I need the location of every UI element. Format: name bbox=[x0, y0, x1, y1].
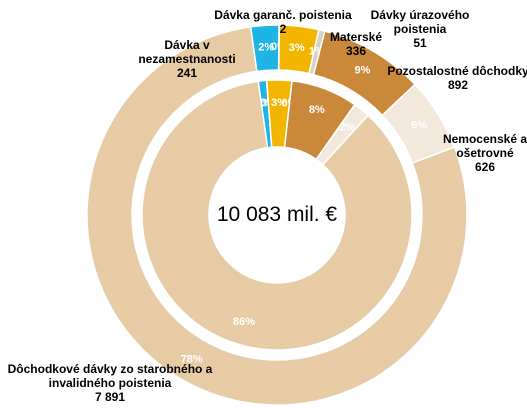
slice bbox=[86, 26, 468, 406]
percent-label: 9% bbox=[355, 64, 371, 76]
percent-label: 86% bbox=[233, 316, 255, 328]
percent-label: 3% bbox=[289, 42, 305, 54]
percent-label: 3% bbox=[271, 97, 287, 109]
percent-label: 8% bbox=[309, 104, 325, 116]
percent-label: 2% bbox=[339, 122, 355, 134]
category-label: Pozostalostné dôchodky bbox=[387, 64, 527, 78]
slice bbox=[141, 80, 413, 351]
value-label: 241 bbox=[176, 66, 198, 80]
category-label: Nemocenské a ošetrovné bbox=[442, 132, 527, 160]
category-label: Dávky úrazového poistenia bbox=[370, 8, 470, 36]
percent-label: 78% bbox=[181, 354, 203, 366]
category-label: Materské bbox=[329, 30, 383, 44]
value-label: 892 bbox=[447, 78, 469, 92]
value-label: 626 bbox=[474, 160, 496, 174]
percent-label: 2% bbox=[258, 41, 274, 53]
value-label: 336 bbox=[345, 44, 367, 58]
category-label: Dôchodkové dávky zo starobného a invalid… bbox=[7, 362, 213, 390]
value-label: 7 891 bbox=[94, 390, 126, 404]
value-label: 51 bbox=[413, 36, 427, 50]
category-label: Dávka v nezamestnanosti bbox=[138, 38, 236, 66]
total-label: 10 083 mil. € bbox=[216, 203, 338, 226]
value-label: 2 bbox=[279, 22, 287, 36]
category-label: Dávka garanč. poistenia bbox=[214, 8, 352, 22]
percent-label: 6% bbox=[411, 119, 427, 131]
